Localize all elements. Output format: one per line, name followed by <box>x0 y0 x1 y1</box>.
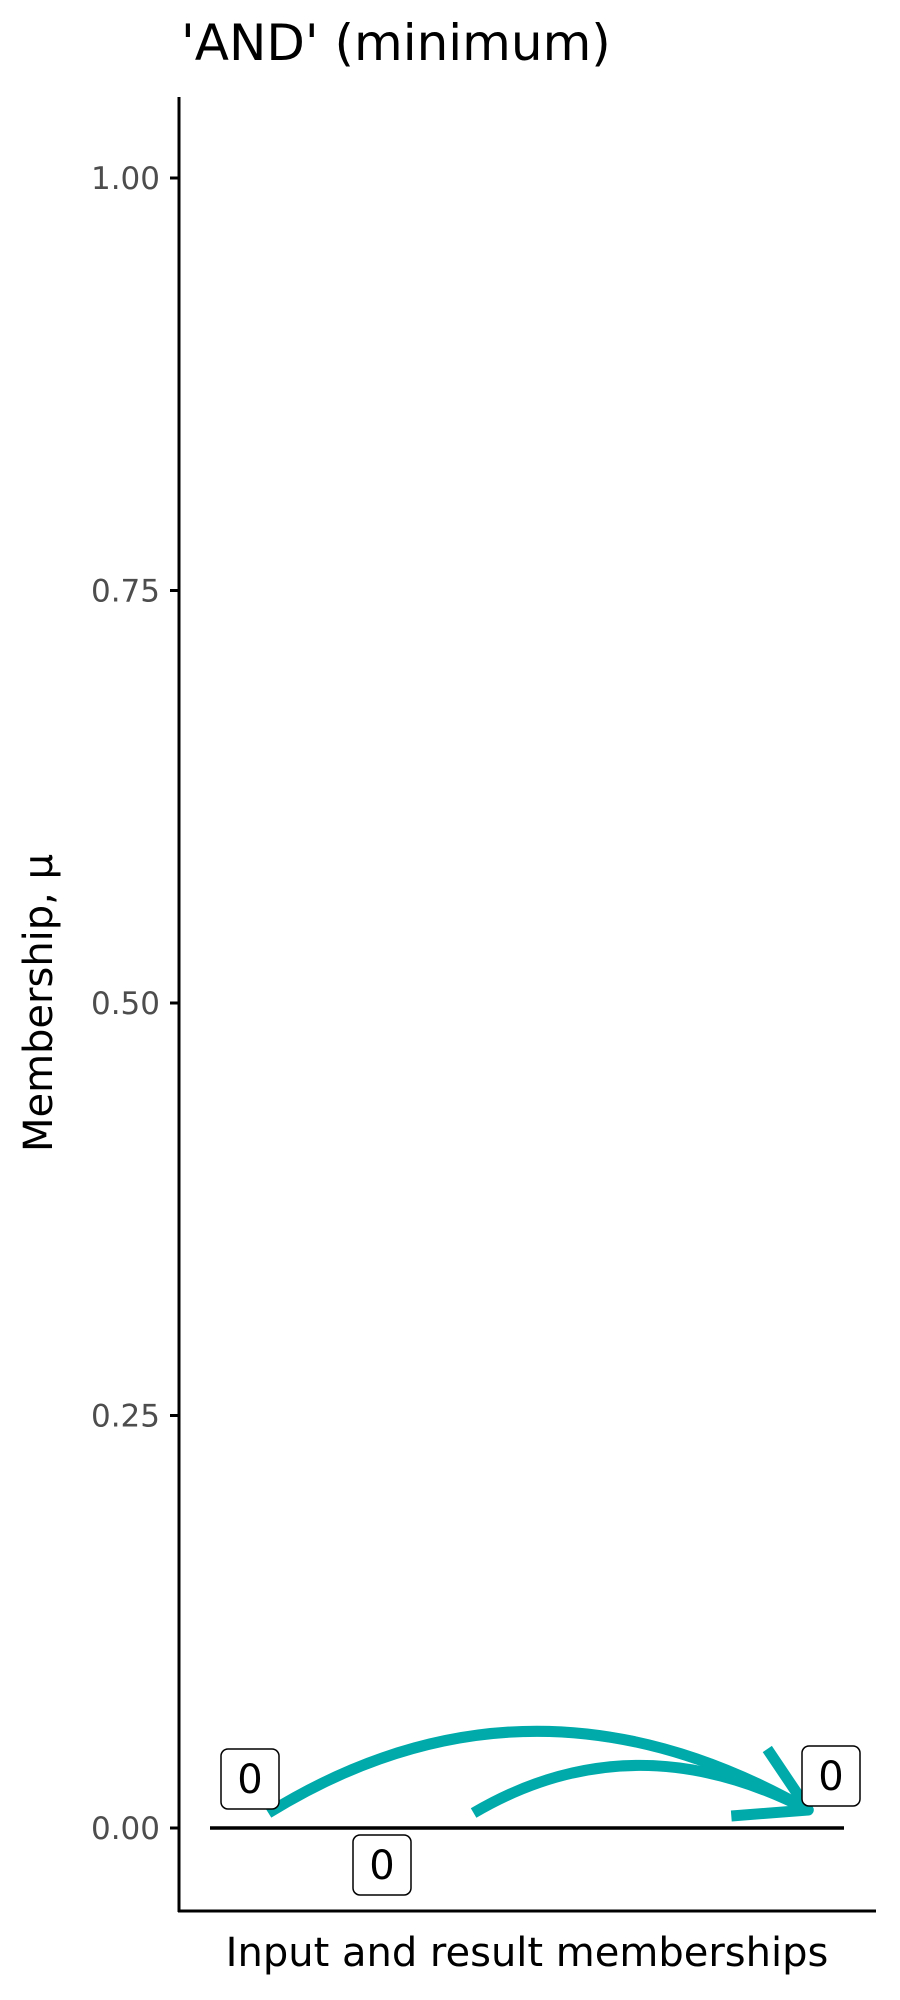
y-tick-label: 1.00 <box>91 161 160 197</box>
y-axis: 0.00 0.25 0.50 0.75 1.00 <box>91 161 179 1847</box>
value-label-box <box>801 1745 861 1807</box>
arrow-curve <box>265 1725 812 1818</box>
value-label: 0 <box>237 1757 262 1803</box>
x-axis-label: Input and result memberships <box>226 1930 829 1976</box>
y-axis-label: Membership, μ <box>16 854 62 1152</box>
y-tick-label: 0.75 <box>91 574 160 610</box>
value-label-box <box>352 1834 412 1896</box>
y-tick-label: 0.50 <box>91 986 160 1022</box>
arrow-curve <box>470 1759 811 1818</box>
arrows <box>265 1725 814 1822</box>
value-label-box <box>220 1748 280 1810</box>
y-tick-label: 0.25 <box>91 1399 160 1435</box>
value-label: 0 <box>369 1843 394 1889</box>
y-tick-label: 0.00 <box>91 1811 160 1847</box>
value-labels: 0 0 0 <box>220 1745 861 1896</box>
chart-title: 'AND' (minimum) <box>181 14 611 72</box>
value-label: 0 <box>818 1754 843 1800</box>
arrow-head <box>730 1745 814 1822</box>
